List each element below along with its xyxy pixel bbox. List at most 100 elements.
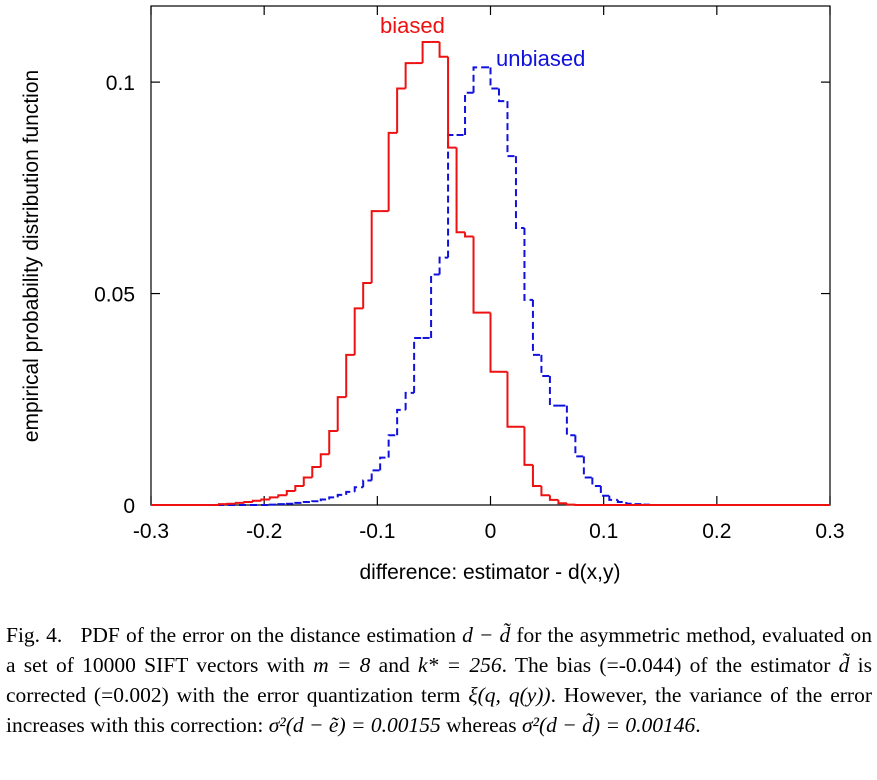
bin-unbiased [608, 495, 618, 501]
legend-unbiased: unbiased [496, 46, 585, 71]
bin-biased [277, 494, 287, 498]
bin-unbiased [430, 273, 440, 338]
bin-biased [243, 501, 253, 504]
bin-biased [548, 495, 559, 501]
bin-unbiased [396, 408, 406, 436]
bin-biased [302, 476, 313, 486]
bin-biased [523, 426, 533, 466]
x-tick-label: 0.2 [702, 520, 731, 543]
figure: -0.3 -0.2 -0.1 0 0.1 0.2 0.3 0 0.05 0.1 differenc… [20, 5, 845, 584]
figure-caption: Fig. 4. PDF of the error on the distance… [6, 620, 872, 740]
bin-biased [557, 499, 567, 505]
bin-unbiased [464, 91, 474, 135]
bin-biased [268, 496, 279, 500]
bin-biased [362, 281, 372, 309]
bin-biased [370, 210, 381, 283]
x-axis-label: difference: estimator - d(x,y) [359, 561, 620, 584]
bin-unbiased [362, 479, 372, 488]
histogram-chart: -0.3 -0.2 -0.1 0 0.1 0.2 0.3 0 0.05 0.1 differenc… [20, 5, 845, 584]
series-biased [151, 40, 830, 506]
bin-biased [396, 87, 406, 133]
bin-biased [421, 40, 432, 64]
caption-text-1: PDF of the error on the distance estimat… [80, 623, 457, 647]
bin-unbiased [599, 485, 610, 497]
bin-biased [260, 498, 270, 501]
bin-biased [319, 453, 330, 467]
caption-math-7: σ²(d − d̃) = 0.00146 [521, 713, 696, 737]
caption-text-6: . However, the variance of the error inc… [6, 683, 872, 737]
bin-unbiased [565, 405, 576, 437]
bin-biased [345, 353, 355, 398]
bin-unbiased [625, 502, 635, 505]
bin-biased [353, 307, 364, 355]
bin-unbiased [531, 299, 542, 356]
bin-unbiased [328, 496, 338, 500]
bin-unbiased [548, 376, 559, 407]
bin-biased [565, 503, 576, 506]
legend-biased: biased [380, 13, 445, 38]
bin-biased [489, 312, 499, 373]
bin-unbiased [311, 500, 321, 503]
caption-text-4: . The bias (=-0.044) of the estimator [501, 653, 831, 677]
bin-biased [294, 484, 304, 492]
bin-unbiased [472, 66, 483, 93]
series-layer [151, 40, 830, 506]
x-tick-label: -0.2 [246, 520, 282, 543]
bin-unbiased [574, 435, 584, 458]
bin-biased [438, 41, 449, 58]
bin-unbiased [438, 256, 449, 275]
caption-text-3: and [378, 653, 410, 677]
bin-unbiased [387, 434, 398, 458]
bin-unbiased [497, 88, 508, 103]
x-tick-label: -0.1 [359, 520, 395, 543]
y-axis-label: empirical probability distribution funct… [20, 70, 43, 442]
caption-text-5: is corrected (=0.002) with the error qua… [6, 653, 872, 707]
bin-unbiased [616, 499, 627, 504]
bin-biased [234, 501, 245, 504]
bin-unbiased [582, 456, 593, 479]
bin-biased [387, 131, 398, 212]
bin-biased [540, 485, 550, 497]
bin-biased [311, 465, 321, 478]
y-tick-label: 0.05 [94, 284, 135, 307]
bin-unbiased [294, 501, 304, 504]
tick-labels: -0.3 -0.2 -0.1 0 0.1 0.2 0.3 0 0.05 0.1 [94, 72, 844, 543]
y-tick-label: 0 [123, 495, 135, 518]
bin-biased [285, 490, 296, 496]
bin-unbiased [523, 228, 533, 301]
bin-unbiased [591, 477, 601, 487]
bin-unbiased [379, 456, 389, 471]
series-unbiased [151, 66, 830, 506]
bin-biased [251, 499, 262, 503]
caption-math-1: d − d̃ [462, 623, 511, 647]
caption-label: Fig. 4. [6, 623, 63, 647]
x-tick-label: 0.1 [589, 520, 618, 543]
caption-math-6: σ²(d − ẽ) = 0.00155 [268, 713, 441, 737]
bin-unbiased [540, 354, 550, 378]
bin-biased [217, 503, 228, 506]
x-tick-label: 0.3 [815, 520, 844, 543]
bin-biased [404, 62, 415, 89]
bin-unbiased [370, 469, 381, 481]
bin-unbiased [514, 156, 525, 230]
caption-math-2: m = 8 [313, 653, 371, 677]
bin-biased [531, 464, 542, 487]
bin-unbiased [413, 336, 423, 393]
bin-unbiased [353, 486, 364, 492]
bin-unbiased [345, 490, 355, 495]
bin-biased [328, 429, 338, 455]
bin-unbiased [319, 498, 330, 502]
bin-biased [447, 56, 457, 149]
bin-biased [464, 232, 474, 238]
bin-biased [336, 396, 347, 431]
bin-biased [506, 371, 516, 428]
y-tick-label: 0.1 [106, 72, 135, 95]
bin-biased [472, 236, 483, 314]
caption-math-3: k* = 256 [417, 653, 502, 677]
caption-math-5: ξ(q, q(y)) [468, 683, 551, 707]
caption-text-7: whereas [446, 713, 517, 737]
bin-unbiased [506, 101, 516, 158]
bin-unbiased [302, 501, 313, 504]
bin-unbiased [336, 493, 347, 498]
caption-text-8: . [695, 713, 701, 737]
